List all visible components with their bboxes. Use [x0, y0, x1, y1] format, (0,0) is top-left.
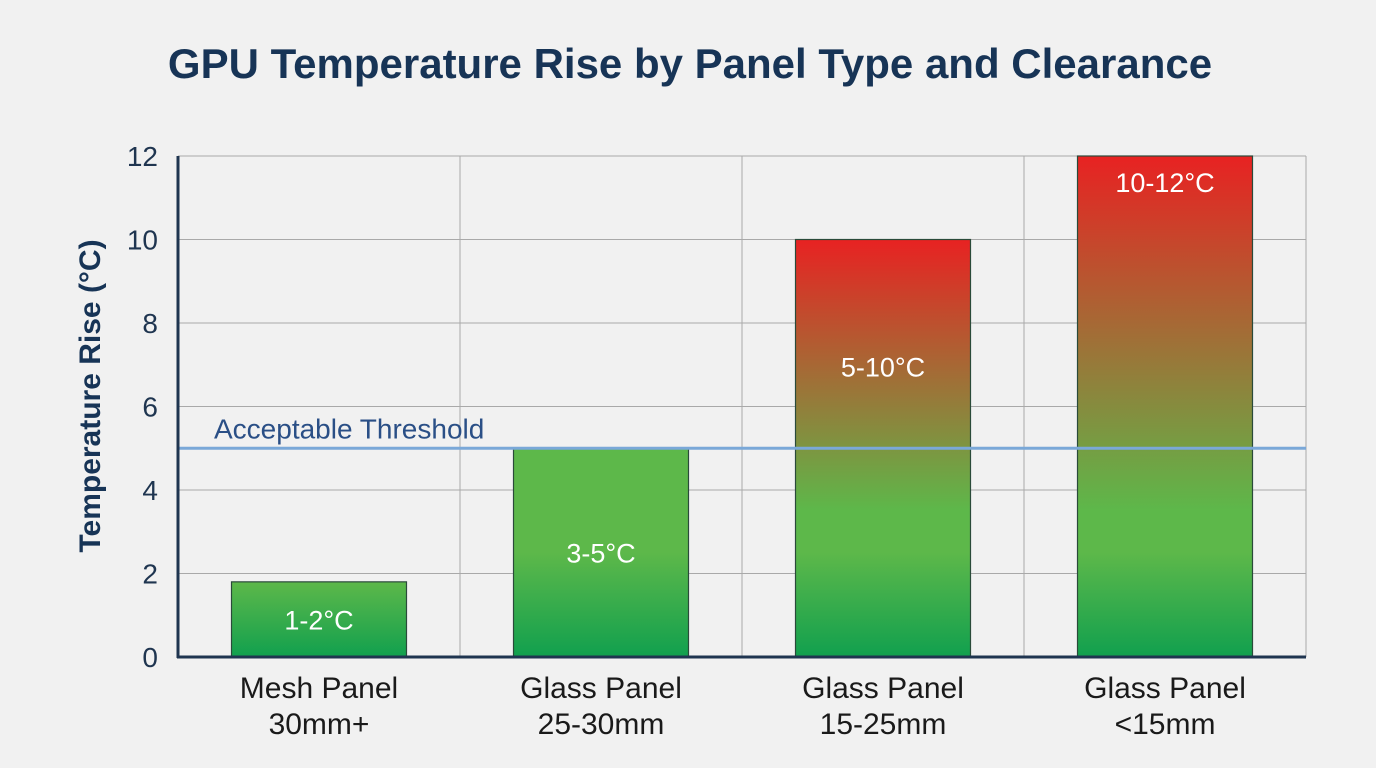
bar — [1076, 155, 1254, 658]
bar-data-label: 10-12°C — [1115, 168, 1214, 198]
x-tick-label: Glass Panel — [1084, 672, 1246, 705]
y-tick-label: 4 — [142, 475, 158, 506]
x-tick-label: Glass Panel — [520, 672, 682, 705]
x-tick-label: 25-30mm — [538, 708, 665, 741]
x-tick-label: Mesh Panel — [240, 672, 398, 705]
axes — [176, 156, 1306, 659]
x-tick-label: <15mm — [1115, 708, 1216, 741]
y-tick-label: 12 — [127, 141, 158, 172]
bar-data-label: 3-5°C — [566, 539, 635, 569]
y-tick-label: 0 — [142, 642, 158, 673]
y-tick-label: 8 — [142, 308, 158, 339]
x-tick-label: Glass Panel — [802, 672, 964, 705]
threshold-label: Acceptable Threshold — [214, 413, 484, 444]
bar-data-label: 1-2°C — [284, 605, 353, 635]
bar — [230, 581, 408, 658]
threshold: Acceptable Threshold — [178, 413, 1306, 450]
chart-title: GPU Temperature Rise by Panel Type and C… — [168, 40, 1212, 87]
bar — [512, 447, 690, 658]
y-axis-ticks: 0 2 4 6 8 10 12 — [127, 141, 158, 673]
y-tick-label: 6 — [142, 392, 158, 423]
grid — [178, 155, 1307, 657]
y-tick-label: 2 — [142, 559, 158, 590]
x-tick-label: 30mm+ — [269, 708, 370, 741]
x-tick-label: 15-25mm — [820, 708, 947, 741]
bar-data-label: 5-10°C — [841, 352, 925, 382]
y-tick-label: 10 — [127, 225, 158, 256]
y-axis-label: Temperature Rise (°C) — [74, 239, 107, 552]
